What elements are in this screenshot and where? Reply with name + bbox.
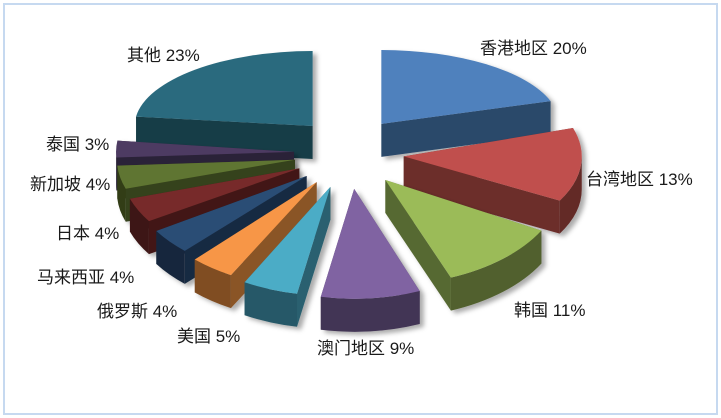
pie-slice-2 <box>385 180 542 311</box>
pie-slice-10 <box>136 50 313 159</box>
slice-label-usa: 美国 5% <box>177 327 241 346</box>
pie-slices <box>116 50 582 332</box>
slice-label-korea: 韩国 11% <box>514 301 586 320</box>
slice-label-singapore: 新加坡 4% <box>30 175 111 194</box>
slice-label-japan: 日本 4% <box>56 224 120 243</box>
slice-label-malaysia: 马来西亚 4% <box>37 268 135 287</box>
slice-label-others: 其他 23% <box>127 46 200 65</box>
pie-slice-0 <box>381 50 551 157</box>
slice-label-thailand: 泰国 3% <box>46 135 110 154</box>
pie-slice-1 <box>403 127 582 234</box>
slice-label-taiwan: 台湾地区 13% <box>586 170 693 189</box>
slice-label-russia: 俄罗斯 4% <box>97 302 178 321</box>
pie-slice-4 <box>244 186 331 327</box>
slice-label-macau: 澳门地区 9% <box>317 339 415 358</box>
slice-label-hongkong: 香港地区 20% <box>480 39 587 58</box>
pie-slice-3 <box>320 188 420 332</box>
